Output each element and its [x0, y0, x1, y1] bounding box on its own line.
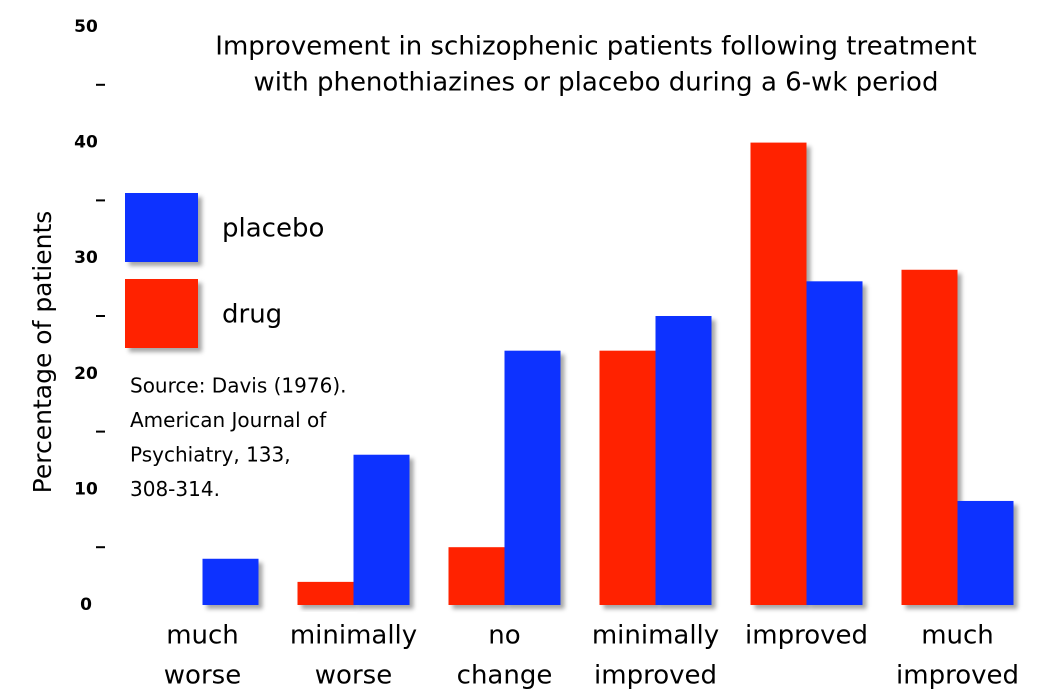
legend-swatch [125, 193, 198, 262]
x-tick-label: improved [745, 621, 868, 651]
x-tick-label: minimally [592, 621, 719, 651]
annotation: Psychiatry, 133, [130, 443, 291, 467]
x-tick-label: worse [315, 661, 392, 691]
y-tick-label: 10 [74, 479, 98, 499]
y-tick-label: 0 [80, 595, 92, 615]
bar [806, 281, 863, 605]
bar [448, 547, 505, 605]
bar [957, 500, 1014, 605]
chart-title: Improvement in schizophenic patients fol… [215, 32, 976, 62]
chart-title: with phenothiazines or placebo during a … [254, 68, 939, 98]
legend-label: drug [222, 300, 282, 330]
x-tick-label: change [457, 661, 553, 691]
y-tick-label: 30 [74, 248, 98, 268]
y-tick-label: 20 [74, 364, 98, 384]
x-tick-label: improved [896, 661, 1019, 691]
x-tick-label: much [166, 621, 239, 651]
bar [504, 350, 561, 605]
bar [599, 350, 656, 605]
bar [750, 142, 807, 605]
y-tick-label: 40 [74, 133, 98, 153]
bar [353, 454, 410, 605]
legend-label: placebo [222, 214, 324, 244]
x-tick-label: no [488, 621, 520, 651]
legend-swatch [125, 279, 198, 348]
y-axis-label: Percentage of patients [28, 211, 57, 494]
x-tick-label: improved [594, 661, 717, 691]
y-tick-label: 50 [74, 17, 98, 37]
bar [901, 269, 958, 605]
x-tick-label: minimally [290, 621, 417, 651]
x-tick-label: worse [164, 661, 241, 691]
annotation: 308-314. [130, 477, 220, 501]
x-tick-label: much [921, 621, 994, 651]
bar [297, 581, 354, 605]
annotation: American Journal of [130, 408, 327, 432]
bar [202, 558, 259, 605]
bar [655, 316, 712, 605]
annotation: Source: Davis (1976). [130, 374, 346, 398]
